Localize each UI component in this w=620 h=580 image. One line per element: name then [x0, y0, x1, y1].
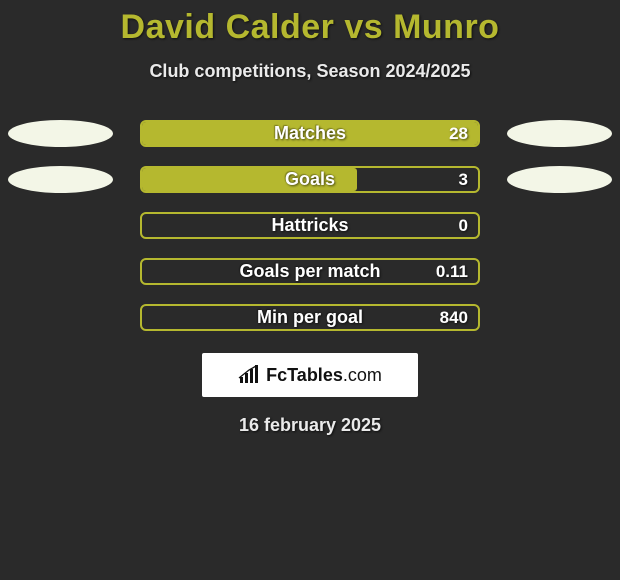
player-ellipse-right	[507, 166, 612, 193]
bar-chart-icon	[238, 365, 260, 385]
brand-suffix: .com	[343, 365, 382, 385]
stat-row: Min per goal 840	[0, 304, 620, 331]
date-stamp: 16 february 2025	[0, 415, 620, 436]
stat-bar: Hattricks 0	[140, 212, 480, 239]
brand-text: FcTables.com	[266, 365, 382, 386]
stat-value: 3	[459, 170, 468, 190]
stat-label: Goals	[285, 169, 335, 190]
player-ellipse-right	[507, 120, 612, 147]
comparison-infographic: David Calder vs Munro Club competitions,…	[0, 0, 620, 436]
stat-bar: Goals 3	[140, 166, 480, 193]
stat-bar: Min per goal 840	[140, 304, 480, 331]
stat-row: Goals per match 0.11	[0, 258, 620, 285]
stat-value: 840	[440, 308, 468, 328]
stat-label: Goals per match	[239, 261, 380, 282]
page-title: David Calder vs Munro	[0, 8, 620, 47]
stat-label: Min per goal	[257, 307, 363, 328]
stat-value: 0.11	[436, 262, 468, 282]
stat-row: Hattricks 0	[0, 212, 620, 239]
stat-label: Hattricks	[271, 215, 348, 236]
stat-bar: Matches 28	[140, 120, 480, 147]
stat-bar: Goals per match 0.11	[140, 258, 480, 285]
brand-badge: FcTables.com	[202, 353, 418, 397]
stat-value: 28	[449, 124, 468, 144]
stat-value: 0	[459, 216, 468, 236]
player-ellipse-left	[8, 166, 113, 193]
subtitle: Club competitions, Season 2024/2025	[0, 61, 620, 82]
stat-rows: Matches 28 Goals 3 Hattricks 0 Goals per match…	[0, 120, 620, 331]
stat-label: Matches	[274, 123, 346, 144]
player-ellipse-left	[8, 120, 113, 147]
stat-row: Goals 3	[0, 166, 620, 193]
brand-name: FcTables	[266, 365, 343, 385]
stat-row: Matches 28	[0, 120, 620, 147]
